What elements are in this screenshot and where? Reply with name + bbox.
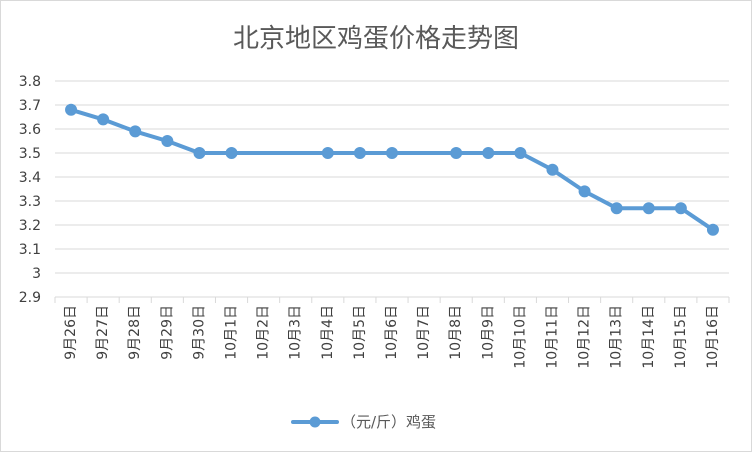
- y-tick-label: 3.7: [19, 98, 41, 114]
- data-point: [97, 113, 110, 126]
- x-axis-labels: 9月26日 9月27日 9月28日 9月29日 9月30日 10月1日 10月2日 10月3日…: [63, 305, 721, 369]
- y-tick-label: 3.5: [19, 146, 41, 162]
- x-tick-label: 10月10日: [512, 305, 528, 369]
- legend-marker: [309, 416, 321, 428]
- x-tick-label: 10月2日: [256, 305, 272, 360]
- x-tick-label: 9月30日: [191, 305, 207, 360]
- data-point: [674, 202, 687, 215]
- data-point: [642, 202, 655, 215]
- data-point: [353, 147, 366, 159]
- y-tick-label: 3.6: [19, 122, 41, 138]
- y-tick-label: 3.2: [19, 218, 41, 234]
- x-tick-label: 10月6日: [384, 305, 400, 360]
- x-tick-label: 10月14日: [641, 305, 657, 369]
- data-point: [193, 147, 206, 159]
- series-layer: [65, 103, 719, 236]
- x-tick-label: 10月11日: [544, 305, 560, 369]
- chart-title: 北京地区鸡蛋价格走势图: [233, 24, 519, 54]
- x-tick-label: 9月26日: [63, 305, 79, 360]
- x-tick-label: 10月8日: [448, 305, 464, 360]
- data-point: [450, 147, 463, 159]
- data-point: [578, 185, 591, 198]
- x-tick-label: 10月3日: [288, 305, 304, 360]
- y-tick-label: 2.9: [19, 290, 41, 306]
- legend-label: （元/斤）鸡蛋: [341, 413, 436, 431]
- x-tick-label: 9月27日: [95, 305, 111, 360]
- y-tick-label: 3.3: [19, 194, 41, 210]
- y-tick-label: 3.8: [19, 74, 41, 90]
- y-axis-labels: 2.9 3 3.1 3.2 3.3 3.4 3.5 3.6 3.7 3.8: [19, 74, 41, 306]
- x-tick-label: 10月12日: [577, 305, 593, 369]
- data-point: [514, 147, 527, 159]
- x-tick-label: 10月15日: [673, 305, 689, 369]
- x-tick-label: 10月1日: [224, 305, 240, 360]
- data-point: [161, 135, 174, 147]
- x-tick-label: 10月9日: [480, 305, 496, 360]
- data-point: [546, 163, 559, 176]
- y-tick-label: 3.1: [19, 242, 41, 258]
- y-tick-label: 3: [32, 266, 41, 282]
- data-point: [65, 103, 78, 116]
- x-tick-label: 10月7日: [416, 305, 432, 360]
- x-tick-label: 10月5日: [352, 305, 368, 360]
- data-point: [610, 202, 623, 215]
- data-point: [129, 125, 142, 138]
- x-tick-label: 10月4日: [320, 305, 336, 360]
- grid-lines: [54, 80, 730, 303]
- x-tick-label: 9月28日: [127, 305, 143, 360]
- data-point: [321, 147, 334, 159]
- data-point: [386, 147, 398, 159]
- data-point: [706, 223, 719, 236]
- x-tick-label: 10月16日: [705, 305, 721, 369]
- data-point: [225, 147, 238, 159]
- x-tick-label: 10月13日: [609, 305, 625, 369]
- x-tick-label: 9月29日: [159, 305, 175, 360]
- legend: （元/斤）鸡蛋: [291, 413, 436, 431]
- data-point: [482, 147, 495, 159]
- y-tick-label: 3.4: [19, 170, 41, 186]
